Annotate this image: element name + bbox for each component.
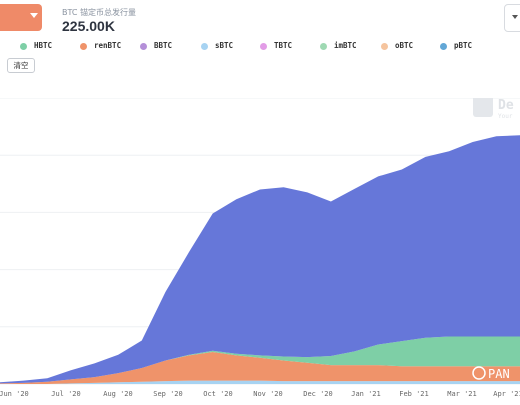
legend-label: pBTC: [454, 41, 473, 50]
legend-dot: [381, 43, 388, 50]
wechat-overlay: PAN: [472, 366, 510, 381]
top-bar: BTC 锚定币总发行量 225.00K HBTC renBTC BBTC sBT…: [0, 0, 520, 98]
watermark-logo: De Your: [473, 95, 514, 120]
x-tick-label: Oct '20: [203, 390, 233, 398]
legend-dot: [201, 43, 208, 50]
x-tick-label: Mar '21: [447, 390, 477, 398]
legend-label: oBTC: [395, 41, 414, 50]
x-axis: Jun '20 Jul '20 Aug '20 Sep '20 Oct '20 Nov '…: [0, 390, 520, 398]
chevron-down-icon: [512, 15, 518, 19]
brand-logo-icon: [473, 95, 493, 117]
legend-label: imBTC: [334, 41, 357, 50]
legend-dot: [320, 43, 327, 50]
legend-dot: [260, 43, 267, 50]
area-renbtc: [0, 352, 520, 384]
chart-svg: De Your PAN Jun '20 Jul '20 Aug '20 Sep '20…: [0, 95, 520, 398]
x-tick-label: Nov '20: [253, 390, 283, 398]
legend-label: TBTC: [274, 41, 293, 50]
asset-dropdown[interactable]: [0, 4, 42, 31]
watermark-sub: Your: [498, 113, 513, 120]
legend-dot: [440, 43, 447, 50]
overlay-text: PAN: [488, 367, 510, 381]
chart-area: De Your PAN Jun '20 Jul '20 Aug '20 Sep '20…: [0, 95, 520, 400]
metric-value: 225.00K: [62, 18, 115, 34]
range-dropdown[interactable]: [504, 4, 520, 32]
x-tick-label: Sep '20: [153, 390, 183, 398]
wechat-icon: [472, 366, 486, 380]
x-tick-label: Jan '21: [351, 390, 381, 398]
legend-label: sBTC: [215, 41, 234, 50]
legend-label: renBTC: [94, 41, 122, 50]
area-wbtc: [0, 135, 520, 384]
legend-label: BBTC: [154, 41, 173, 50]
legend-dot: [140, 43, 147, 50]
x-tick-label: Aug '20: [103, 390, 133, 398]
clear-button[interactable]: 清空: [7, 58, 35, 73]
legend-label: HBTC: [34, 41, 53, 50]
x-tick-label: Feb '21: [399, 390, 429, 398]
legend-dot: [20, 43, 27, 50]
stacked-areas: [0, 135, 520, 384]
chevron-down-icon: [30, 13, 38, 18]
x-tick-label: Apr '21: [493, 390, 520, 398]
legend-dot: [80, 43, 87, 50]
x-tick-label: Jun '20: [0, 390, 29, 398]
area-hbtc: [0, 336, 520, 384]
x-tick-label: Jul '20: [51, 390, 81, 398]
watermark-brand: De: [498, 98, 514, 113]
metric-label: BTC 锚定币总发行量: [62, 8, 137, 17]
area-sbtc: [0, 380, 520, 384]
x-tick-label: Dec '20: [303, 390, 333, 398]
